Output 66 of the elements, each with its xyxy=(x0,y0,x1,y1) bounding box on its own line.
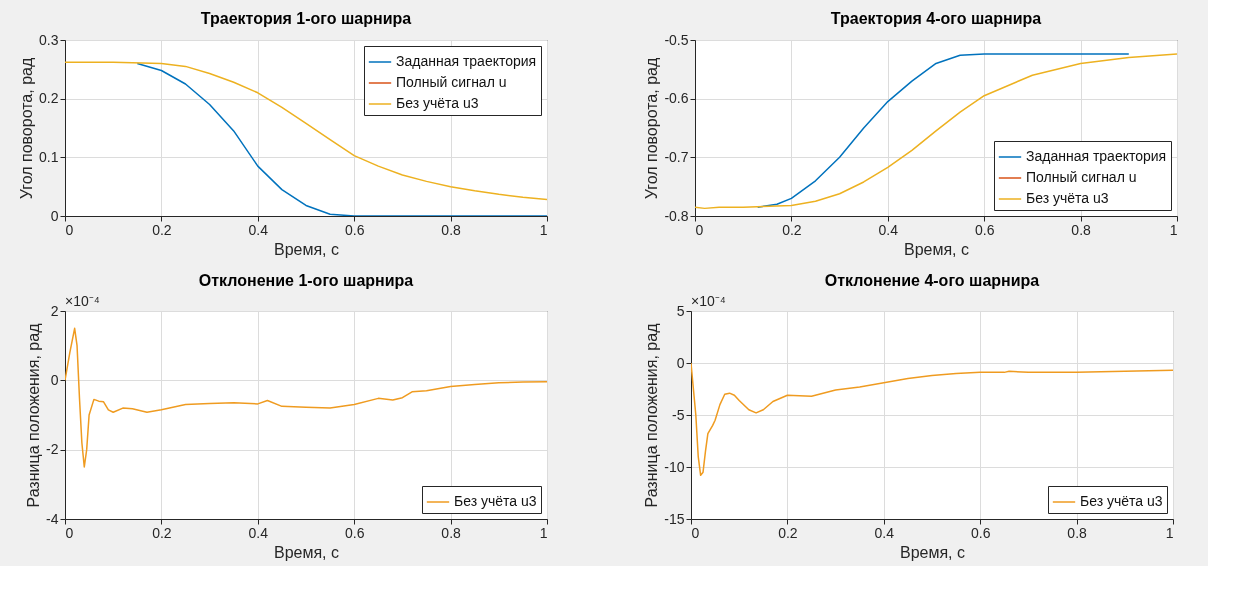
x-tick-label: 0.4 xyxy=(248,524,269,541)
x-axis-title: Время, с xyxy=(899,543,966,561)
text: ×10⁻⁴ xyxy=(65,293,100,309)
x-tick-label: 0 xyxy=(65,221,74,238)
x-tick-label: 0.6 xyxy=(344,524,365,541)
y-tick-label: -5 xyxy=(672,406,685,423)
y-axis-title: Разница положения, рад xyxy=(643,322,661,508)
y-tick-label: -2 xyxy=(46,441,59,458)
x-tick-label: 1 xyxy=(539,221,548,238)
y-tick-label: 0 xyxy=(50,207,59,224)
chart-title: Траектория 4-ого шарнира xyxy=(830,10,1042,27)
y-tick-label: 5 xyxy=(676,302,685,319)
chart-title: Отклонение 4-ого шарнира xyxy=(824,272,1040,289)
x-tick-label: 0.4 xyxy=(874,524,895,541)
x-tick-label: 1 xyxy=(539,524,548,541)
x-tick-label: 0 xyxy=(65,524,74,541)
x-tick-label: 0.8 xyxy=(441,221,462,238)
y-tick-label: -0.6 xyxy=(664,90,689,107)
x-tick-label: 0.6 xyxy=(974,221,995,238)
y-axis-title: Угол поворота, рад xyxy=(643,57,661,200)
y-tick-label: -15 xyxy=(664,510,685,527)
chart-title: Траектория 1-ого шарнира xyxy=(200,10,412,27)
y-tick-label: -0.8 xyxy=(664,207,689,224)
y-tick-label: 0.1 xyxy=(39,148,59,165)
y-tick-label: 2 xyxy=(50,302,59,319)
x-tick-label: 0.8 xyxy=(1071,221,1092,238)
x-tick-label: 1 xyxy=(1169,221,1178,238)
y-tick-label: 0.2 xyxy=(39,90,59,107)
y-tick-label: -0.5 xyxy=(664,31,689,48)
line-series xyxy=(695,53,1177,210)
legend-label: Без учёта u3 xyxy=(1080,493,1163,509)
x-tick-label: 0.2 xyxy=(152,221,172,238)
legend-label: Заданная траектория xyxy=(396,53,537,69)
y-tick-label: 0 xyxy=(676,354,685,371)
legend-label: Без учёта u3 xyxy=(396,95,479,111)
y-tick-label: -4 xyxy=(46,510,59,527)
x-tick-label: 0.4 xyxy=(878,221,899,238)
text: ×10⁻⁴ xyxy=(691,293,726,309)
x-tick-label: 0.8 xyxy=(441,524,462,541)
x-tick-label: 0.8 xyxy=(1067,524,1088,541)
x-axis-title: Время, с xyxy=(903,240,970,258)
x-tick-label: 0.2 xyxy=(778,524,798,541)
legend-label: Заданная траектория xyxy=(1026,148,1167,164)
x-axis-title: Время, с xyxy=(273,543,340,561)
y-tick-label: 0 xyxy=(50,371,59,388)
y-tick-label: -10 xyxy=(664,458,685,475)
x-tick-label: 0.2 xyxy=(782,221,802,238)
x-tick-label: 0 xyxy=(695,221,704,238)
line-series xyxy=(691,362,1173,477)
x-tick-label: 0.4 xyxy=(248,221,269,238)
x-tick-label: 0.6 xyxy=(970,524,991,541)
legend-label: Без учёта u3 xyxy=(454,493,537,509)
y-tick-label: 0.3 xyxy=(39,31,59,48)
line-series xyxy=(65,327,547,468)
legend-label: Полный сигнал u xyxy=(1026,169,1137,185)
y-tick-label: -0.7 xyxy=(664,148,689,165)
chart-title: Отклонение 1-ого шарнира xyxy=(198,272,414,289)
y-axis-title: Угол поворота, рад xyxy=(18,57,36,200)
x-tick-label: 0.2 xyxy=(152,524,172,541)
x-tick-label: 0 xyxy=(691,524,700,541)
legend-label: Без учёта u3 xyxy=(1026,190,1109,206)
x-axis-title: Время, с xyxy=(273,240,340,258)
y-axis-title: Разница положения, рад xyxy=(25,322,43,508)
x-tick-label: 0.6 xyxy=(344,221,365,238)
legend-label: Полный сигнал u xyxy=(396,74,507,90)
x-tick-label: 1 xyxy=(1165,524,1174,541)
